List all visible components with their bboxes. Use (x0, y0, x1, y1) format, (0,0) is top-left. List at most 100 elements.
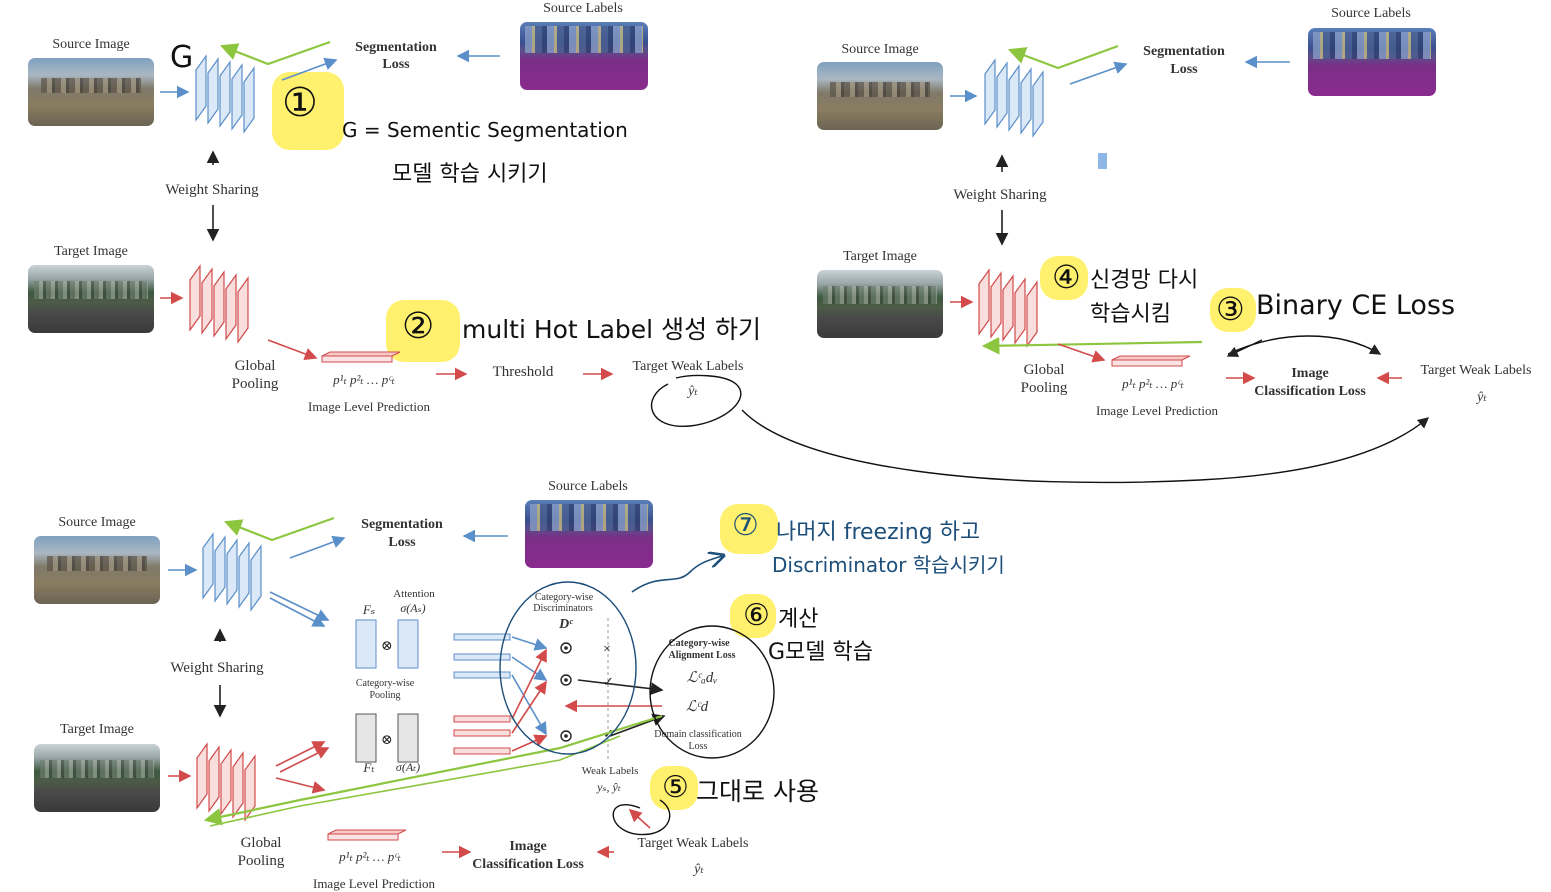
p1-to-p2-hand-arrow (741, 409, 1430, 484)
p3-ft-label: Fₜ (363, 760, 375, 775)
p3-target-encoder-feature-map-1 (196, 742, 208, 810)
p1-global-pooling-line1: Global (234, 358, 276, 374)
p2-prediction-variables: p¹ₜ p²ₜ … pᶜₜ (1122, 376, 1184, 391)
step6-text-line2: G모델 학습 (768, 640, 874, 665)
p3-weak-labels-label: Weak Labels (581, 765, 639, 777)
p3-source-to-pooling-arrow-b (269, 597, 326, 627)
highlight-step6 (730, 594, 776, 638)
step7-marker: ⑦ (732, 508, 759, 543)
p1-target-encoder-feature-map-3 (213, 270, 225, 338)
p3-source-category-vector-1 (453, 633, 511, 641)
p3-discriminators-line1: Category-wise (534, 592, 594, 603)
p3-source-image-thumbnail (34, 536, 160, 604)
p3-source-encoder-feature-map-1 (202, 532, 214, 600)
p2-image-classification-loss-line2: Classification Loss (1254, 384, 1366, 399)
p2-source-image-thumbnail (817, 62, 943, 130)
p1-green-backprop-line (219, 40, 331, 66)
p3-target-to-pooling-arrow-b (279, 747, 330, 773)
p2-source-labels-thumbnail (1308, 28, 1436, 96)
p1-target-encoder-feature-map-1 (189, 264, 201, 332)
p2-source-encoder-feature-map-3 (1008, 64, 1020, 132)
p2-source-image-label: Source Image (841, 42, 919, 57)
p3-target-image-thumbnail (34, 744, 160, 812)
p3-domain-classification-loss-line1: Domain classification (654, 729, 742, 740)
p1-target-encoder-feature-map-5 (237, 276, 249, 344)
p1-prediction-variables: p¹ₜ p²ₜ … pᶜₜ (333, 372, 395, 387)
p3-otimes-s: ⊗ (381, 639, 393, 654)
p3-discriminator-node-center-3 (564, 734, 568, 738)
p1-weak-labels-handcircle (650, 374, 742, 427)
step2-text: multi Hot Label 생성 하기 (462, 315, 762, 344)
p3-fs-label: Fₛ (362, 602, 376, 617)
p2-segmentation-loss-line2: Loss (1170, 62, 1198, 77)
step1-text-line2: 모델 학습 시키기 (392, 162, 548, 187)
p3-source-encoder-feature-map-5 (250, 544, 262, 612)
p3-target-encoder-feature-map-5 (244, 754, 256, 822)
p2-binary-ce-arrow-left (1226, 339, 1263, 357)
p3-alignment-loss-line2: Alignment Loss (668, 650, 736, 661)
p3-category-wise-pooling-line2: Pooling (369, 690, 401, 701)
p3-image-level-prediction-label: Image Level Prediction (312, 876, 436, 891)
p3-l-adv-label: ℒᶜₐdᵥ (686, 670, 718, 686)
p3-target-to-disc-arrow-2 (511, 680, 547, 734)
p3-source-category-vector-2 (453, 653, 511, 661)
p3-green-backprop-line (223, 516, 335, 542)
step1-marker: ① (282, 80, 318, 126)
step3-marker: ③ (1216, 290, 1245, 328)
p3-target-encoder-feature-map-3 (220, 748, 232, 816)
p3-target-image-label: Target Image (60, 722, 134, 737)
p2-target-image-thumbnail (817, 270, 943, 338)
p3-encoder-to-prediction-arrow (275, 777, 326, 794)
p3-weight-sharing-label: Weight Sharing (170, 660, 264, 676)
p3-image-classification-loss-line1: Image (509, 839, 547, 854)
p2-target-encoder-feature-map-3 (1002, 274, 1014, 342)
p3-domain-classification-loss-line2: Loss (688, 741, 708, 752)
step3-text: Binary CE Loss (1256, 290, 1456, 321)
p3-loss-handcircle (649, 625, 775, 759)
p3-green-weak-labels-line (203, 714, 663, 826)
p3-prediction-bar-top (327, 829, 407, 835)
p3-green-secondary-line (209, 735, 621, 827)
p2-prediction-bar-top (1111, 355, 1191, 361)
p3-source-encoder-feature-map-3 (226, 538, 238, 606)
p1-source-encoder-feature-map-4 (231, 63, 243, 131)
p3-source-labels-thumbnail (525, 500, 653, 568)
p3-freezing-hand-arrow (631, 556, 722, 593)
p3-discriminator-node-center-2 (564, 678, 568, 682)
p1-segmentation-loss-line1: Segmentation (355, 40, 437, 55)
p3-target-encoder-feature-map-2 (208, 745, 220, 813)
p3-source-to-disc-arrow-2 (511, 656, 548, 681)
p3-otimes-t: ⊗ (381, 733, 393, 748)
highlight-step7 (720, 504, 778, 554)
p2-green-feedback-line (981, 336, 1203, 355)
p3-source-to-disc-arrow-1 (511, 636, 548, 651)
p3-source-to-disc-arrow-3 (511, 674, 547, 736)
p2-segmentation-loss-line1: Segmentation (1143, 44, 1225, 59)
p3-target-to-disc-arrow-3 (511, 734, 548, 752)
p3-weak-labels-red-arrow (628, 808, 651, 829)
p2-source-encoder-feature-map-2 (996, 61, 1008, 129)
p3-target-category-vector-3 (453, 747, 511, 755)
p2-global-pooling-line1: Global (1023, 362, 1065, 378)
p3-source-to-pooling-arrow-a (269, 591, 330, 621)
p1-target-image-label: Target Image (54, 244, 128, 259)
p1-source-image-label: Source Image (52, 37, 130, 52)
p1-segmentation-loss-line2: Loss (382, 57, 410, 72)
p1-source-labels-label: Source Labels (543, 1, 623, 16)
p3-sigma-as-label: σ(Aₛ) (400, 601, 426, 615)
cursor-marker (1098, 153, 1107, 169)
p2-image-classification-loss-line1: Image (1291, 366, 1329, 381)
p3-check-mark-1: ✓ (603, 674, 614, 689)
p3-fs-block (355, 619, 377, 669)
p1-source-encoder-feature-map-2 (207, 57, 219, 125)
p2-target-weak-labels-label: Target Weak Labels (1420, 363, 1532, 378)
step2-marker: ② (402, 306, 435, 347)
p1-encoder-to-seg-loss-arrow (281, 57, 338, 81)
p3-discriminator-handcircle (499, 581, 637, 755)
p2-y-hat-label: ŷₜ (1477, 390, 1487, 405)
p1-source-encoder-feature-map-1 (195, 54, 207, 122)
p3-discriminator-node-center-1 (564, 646, 568, 650)
p3-prediction-variables: p¹ₜ p²ₜ … pᶜₜ (339, 849, 401, 864)
